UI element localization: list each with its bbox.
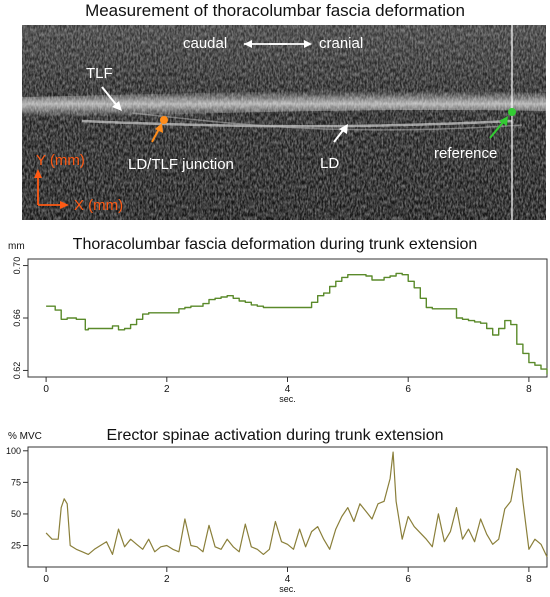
chart-0-xlabel: sec. — [279, 394, 296, 404]
chart-0-xtick-label-1: 2 — [164, 384, 170, 395]
chart-0-xtick-label-4: 8 — [526, 384, 532, 395]
reference-marker — [508, 108, 516, 116]
chart-0-xtick-label-0: 0 — [43, 384, 49, 395]
y-axis-label: Y (mm) — [36, 152, 85, 169]
chart-0-frame — [27, 258, 548, 378]
tlf-label: TLF — [86, 65, 113, 82]
cranial-label: cranial — [319, 35, 364, 52]
chart-1-xtick-label-3: 6 — [405, 574, 411, 585]
caudal-label: caudal — [183, 35, 228, 52]
chart-0-xtick-label-3: 6 — [405, 384, 411, 395]
chart-0-ylabel: mm — [8, 241, 25, 252]
tlf-arrow — [101, 86, 119, 108]
chart-1-title: Erector spinae activation during trunk e… — [106, 427, 443, 444]
chart-1-series-line — [45, 451, 548, 558]
chart-1-xtick-label-4: 8 — [526, 574, 532, 585]
chart-1-frame — [27, 446, 548, 568]
chart-1-xtick-label-2: 4 — [285, 574, 291, 585]
junction-label: LD/TLF junction — [128, 156, 234, 173]
chart-0-series-line — [46, 272, 548, 375]
chart-0-title: Thoracolumbar fascia deformation during … — [73, 236, 478, 253]
reference-label: reference — [434, 145, 498, 162]
ultrasound-texture — [22, 25, 546, 220]
x-axis-label: X (mm) — [74, 197, 124, 214]
chart-0-ytick-label-1: 0.66 — [12, 309, 22, 327]
junction-marker — [160, 116, 168, 124]
ld-arrow — [333, 128, 345, 143]
chart-1-xtick-label-0: 0 — [43, 574, 49, 585]
chart-1-xtick-label-1: 2 — [164, 574, 170, 585]
chart-1-ytick-label-1: 50 — [11, 509, 21, 519]
chart-0-ytick-label-0: 0.62 — [12, 362, 22, 380]
chart-1-ytick-label-2: 75 — [11, 477, 21, 487]
ld-label: LD — [320, 155, 340, 172]
chart-1-ytick-label-0: 25 — [11, 541, 21, 551]
reference-arrow — [489, 120, 505, 139]
chart-1-xlabel: sec. — [279, 584, 296, 594]
chart-1-ylabel: % MVC — [8, 431, 42, 442]
chart-0-xtick-label-2: 4 — [285, 384, 291, 395]
chart-1-ytick-label-3: 100 — [6, 446, 21, 456]
ultrasound-image: caudal cranial TLF LD/TLF junction LD re… — [22, 25, 546, 220]
main-title: Measurement of thoracolumbar fascia defo… — [85, 1, 465, 20]
chart-0-ytick-label-2: 0.70 — [12, 257, 22, 275]
